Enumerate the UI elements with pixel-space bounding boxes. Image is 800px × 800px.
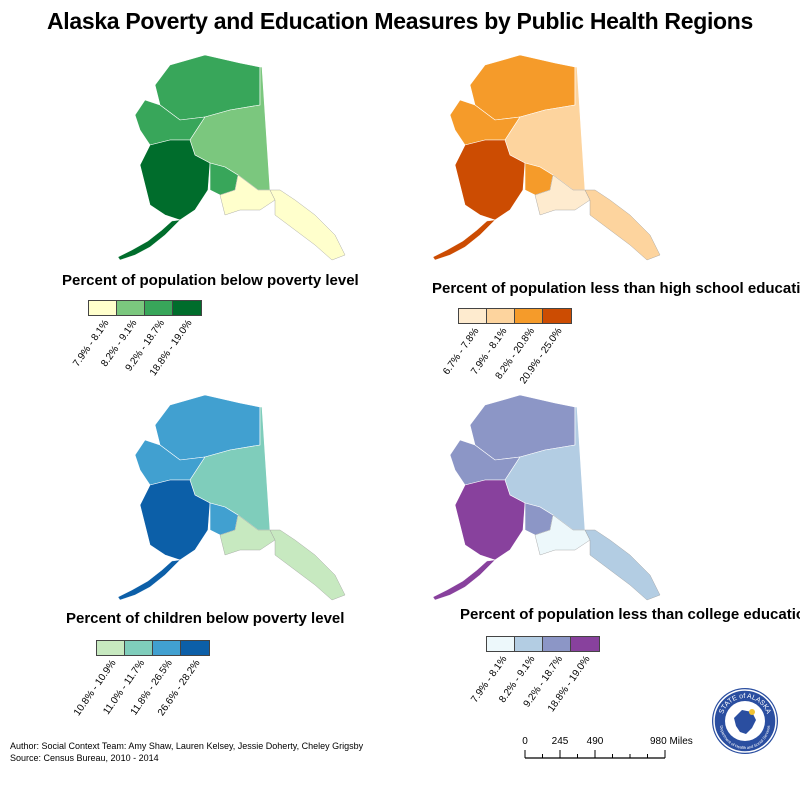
region-southeast xyxy=(584,189,661,261)
legend-swatches xyxy=(486,636,600,652)
legend-swatches xyxy=(88,300,202,316)
legend-swatch-3 xyxy=(543,637,571,651)
alaska-regions-map xyxy=(432,54,661,261)
legend-swatch-1 xyxy=(97,641,125,655)
alaska-regions-map xyxy=(432,394,661,601)
legend-swatches xyxy=(96,640,210,656)
scale-label: 245 xyxy=(552,736,569,747)
map-less-than-high-school xyxy=(425,45,685,265)
legend-swatch-2 xyxy=(117,301,145,315)
legend-title: Percent of population less than high sch… xyxy=(432,280,800,297)
region-aleutians xyxy=(117,219,181,261)
map-poverty xyxy=(110,45,370,265)
scale-label: 0 xyxy=(522,736,528,747)
legend-swatch-4 xyxy=(173,301,201,315)
scale-bar-graphic: 0 245 490 980 Miles xyxy=(522,736,693,759)
legend-swatch-1 xyxy=(89,301,117,315)
region-southeast xyxy=(269,529,346,601)
legend-title: Percent of children below poverty level xyxy=(66,610,345,627)
legend-swatch-4 xyxy=(181,641,209,655)
region-aleutians xyxy=(432,559,496,601)
map-less-than-college xyxy=(425,385,685,605)
legend-swatch-3 xyxy=(145,301,173,315)
scale-label: 490 xyxy=(587,736,604,747)
map-children-poverty xyxy=(110,385,370,605)
region-southeast xyxy=(584,529,661,601)
legend-swatch-1 xyxy=(487,637,515,651)
scale-bar: 0 245 490 980 Miles xyxy=(520,730,695,780)
legend-swatches xyxy=(458,308,572,324)
legend-title: Percent of population less than college … xyxy=(460,606,800,623)
scale-label: 980 Miles xyxy=(650,736,693,747)
state-of-alaska-logo: STATE of ALASKA Department of Health and… xyxy=(712,688,778,754)
alaska-regions-map xyxy=(117,394,346,601)
map-title: Alaska Poverty and Education Measures by… xyxy=(46,8,754,34)
legend-swatch-3 xyxy=(153,641,181,655)
legend-swatch-4 xyxy=(571,637,599,651)
legend-swatch-1 xyxy=(459,309,487,323)
author-credit: Author: Social Context Team: Amy Shaw, L… xyxy=(10,741,364,751)
legend-swatch-3 xyxy=(515,309,543,323)
source-credit: Source: Census Bureau, 2010 - 2014 xyxy=(10,753,159,763)
region-aleutians xyxy=(432,219,496,261)
alaska-regions-map xyxy=(117,54,346,261)
legend-swatch-2 xyxy=(515,637,543,651)
legend-swatch-4 xyxy=(543,309,571,323)
region-aleutians xyxy=(117,559,181,601)
alaska-seal-icon: STATE of ALASKA Department of Health and… xyxy=(713,689,777,753)
credits: Author: Social Context Team: Amy Shaw, L… xyxy=(10,740,363,764)
legend-swatch-2 xyxy=(125,641,153,655)
legend-title: Percent of population below poverty leve… xyxy=(62,272,359,289)
legend-swatch-2 xyxy=(487,309,515,323)
region-southeast xyxy=(269,189,346,261)
